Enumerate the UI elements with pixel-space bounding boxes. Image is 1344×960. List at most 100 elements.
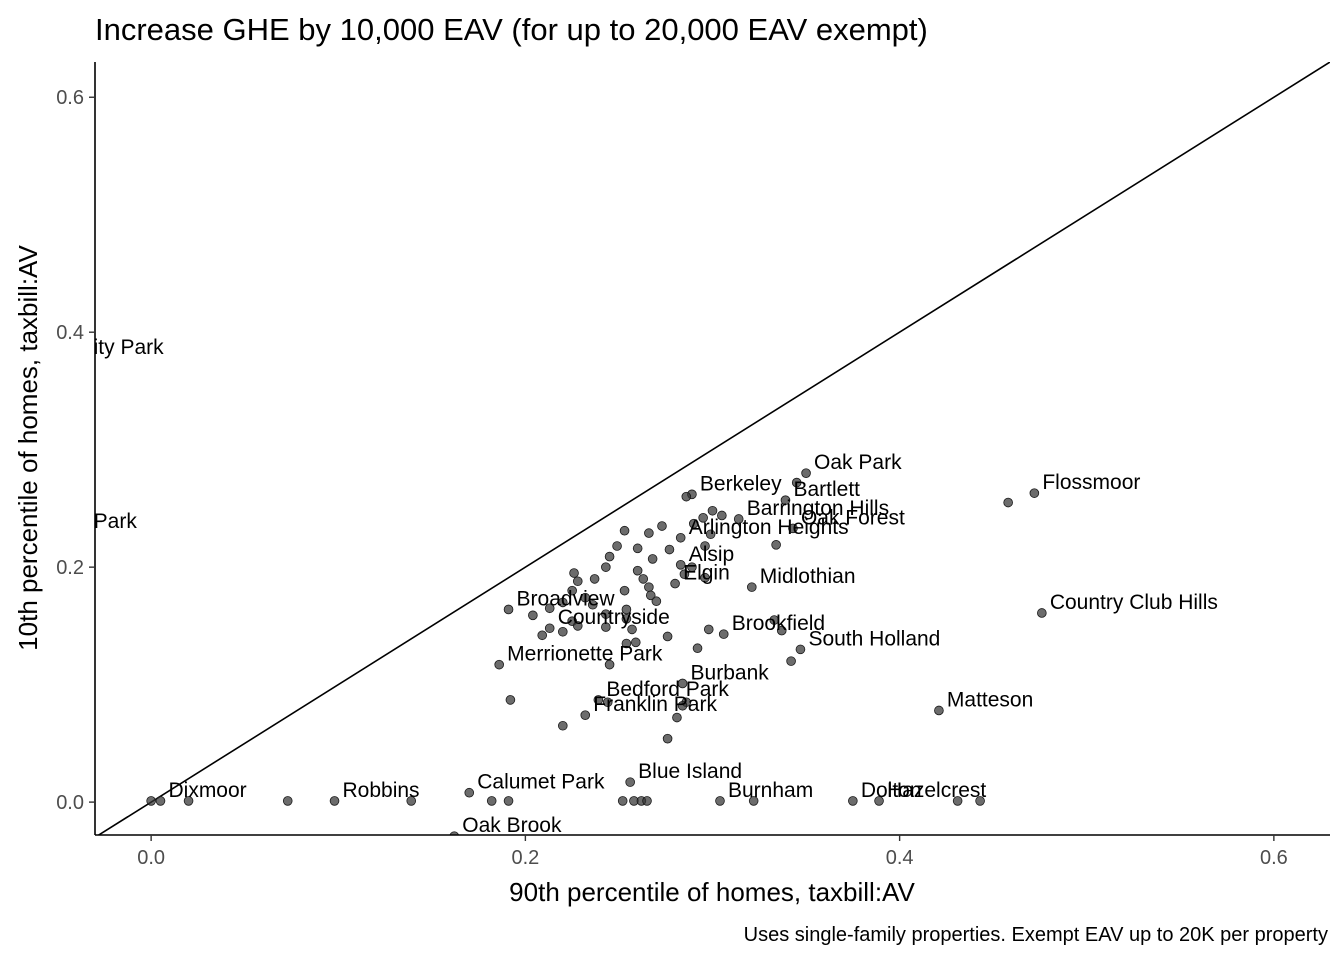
data-point xyxy=(1003,497,1013,508)
point-label: Alsip xyxy=(689,543,735,566)
point-label: Berkeley xyxy=(700,472,782,495)
data-point xyxy=(748,796,759,806)
data-point xyxy=(621,638,632,649)
x-axis-title: 90th percentile of homes, taxbill:AV xyxy=(509,877,915,907)
edge-point-label: ity Park xyxy=(94,336,165,359)
data-point xyxy=(638,574,649,584)
data-point xyxy=(602,697,613,708)
data-point xyxy=(705,529,716,540)
point-label: Dixmoor xyxy=(168,779,246,802)
point-label: Calumet Park xyxy=(477,771,605,794)
data-point xyxy=(644,528,654,538)
data-point xyxy=(717,510,727,521)
data-point xyxy=(632,565,643,576)
data-point xyxy=(718,629,729,639)
data-point xyxy=(329,796,340,806)
data-point xyxy=(627,624,637,635)
data-point xyxy=(619,585,630,596)
data-point xyxy=(572,621,583,631)
data-point xyxy=(505,695,516,705)
data-point xyxy=(155,796,166,806)
data-point xyxy=(569,568,579,578)
data-point xyxy=(1029,488,1040,498)
data-point xyxy=(647,554,658,564)
data-point xyxy=(644,582,654,592)
data-point xyxy=(183,796,194,806)
data-point xyxy=(621,604,632,615)
point-label: Arlington Heights xyxy=(689,516,849,539)
chart-title: Increase GHE by 10,000 EAV (for up to 20… xyxy=(95,12,928,47)
data-point xyxy=(801,468,811,478)
data-point xyxy=(558,597,568,608)
data-point xyxy=(630,637,641,648)
data-point xyxy=(601,622,611,632)
point-label: Franklin Park xyxy=(593,693,717,716)
data-point xyxy=(657,521,667,531)
point-label: Oak Brook xyxy=(462,814,562,837)
data-point xyxy=(587,599,598,610)
data-point xyxy=(786,656,796,666)
point-label: Flossmoor xyxy=(1042,471,1140,494)
data-point xyxy=(776,625,787,636)
data-point xyxy=(780,495,791,505)
data-point xyxy=(715,796,725,806)
data-point xyxy=(791,477,802,488)
data-point xyxy=(952,796,963,806)
reference-line-y-equals-x xyxy=(97,62,1330,835)
data-point xyxy=(642,796,652,806)
data-point xyxy=(601,609,611,619)
data-point xyxy=(677,678,688,689)
point-label: Dolton xyxy=(861,779,922,802)
x-tick-label: 0.2 xyxy=(511,847,539,869)
data-point xyxy=(771,540,781,550)
data-point xyxy=(707,505,718,516)
point-label: Broadview xyxy=(517,587,616,610)
plot-clip-group: Oak Park Bartlett Berkeley Flossmoor Oak For… xyxy=(94,62,1330,837)
y-tick-label: 0.6 xyxy=(56,87,84,109)
data-point xyxy=(1037,608,1047,618)
data-point xyxy=(464,787,475,798)
data-point xyxy=(632,543,643,554)
data-point xyxy=(406,796,417,806)
data-point xyxy=(589,574,600,584)
x-tick-label: 0.4 xyxy=(886,847,914,869)
point-label: Elgin xyxy=(683,562,730,585)
y-axis-title: 10th percentile of homes, taxbill:AV xyxy=(13,245,43,651)
axes: 0.0 0.2 0.4 0.6 0.0 0.2 0.4 0.6 xyxy=(56,62,1330,869)
data-point xyxy=(580,710,591,720)
data-point xyxy=(662,733,673,744)
data-point xyxy=(625,777,635,787)
point-label: Countryside xyxy=(558,606,670,629)
point-label: Burnham xyxy=(728,779,813,802)
data-point xyxy=(975,796,985,806)
data-point xyxy=(679,569,690,580)
data-point xyxy=(645,590,656,601)
y-tick-label: 0.2 xyxy=(56,557,84,579)
y-tick-label: 0.4 xyxy=(56,322,84,344)
data-point xyxy=(769,615,780,625)
data-point xyxy=(503,604,514,615)
data-point xyxy=(593,695,604,705)
data-point xyxy=(572,576,583,587)
point-label: Burbank xyxy=(691,661,770,684)
data-point xyxy=(700,541,710,551)
point-label: Oak Forest xyxy=(801,506,905,529)
data-point xyxy=(604,659,615,670)
data-point xyxy=(558,720,568,731)
data-point xyxy=(580,592,591,603)
data-point xyxy=(687,562,697,572)
chart-caption: Uses single-family properties. Exempt EA… xyxy=(744,924,1328,946)
edge-point-label: Park xyxy=(94,510,138,533)
data-point xyxy=(733,514,744,524)
data-point xyxy=(675,560,686,570)
data-point xyxy=(544,603,555,614)
data-point xyxy=(619,525,630,536)
point-label: Hazelcrest xyxy=(887,779,986,802)
x-tick-label: 0.6 xyxy=(1260,847,1288,869)
data-point xyxy=(528,610,538,621)
point-label: Matteson xyxy=(947,688,1033,711)
data-point xyxy=(675,532,686,543)
data-point xyxy=(601,562,611,572)
data-point xyxy=(612,541,622,551)
